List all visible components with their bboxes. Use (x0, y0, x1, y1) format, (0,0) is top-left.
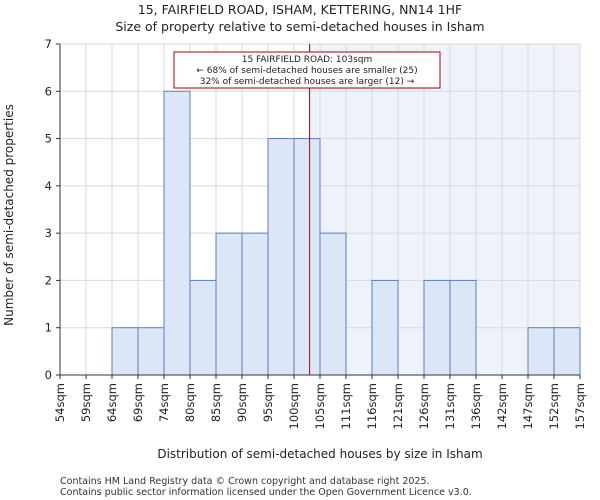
bars (111, 90, 581, 376)
x-tick-label: 116sqm (365, 383, 379, 429)
y-tick-label: 2 (45, 273, 52, 287)
bar-100sqm (293, 138, 321, 376)
x-tick-label: 80sqm (183, 383, 197, 422)
bar-131sqm (449, 279, 477, 376)
x-axis-label: Distribution of semi-detached houses by … (157, 447, 482, 461)
bar-74sqm (163, 90, 191, 376)
x-tick-label: 59sqm (79, 383, 93, 422)
x-tick-label: 95sqm (261, 383, 275, 422)
y-tick-label: 6 (45, 84, 52, 98)
y-tick-label: 1 (45, 321, 52, 335)
chart-title: 15, FAIRFIELD ROAD, ISHAM, KETTERING, NN… (138, 2, 462, 17)
x-tick-label: 90sqm (235, 383, 249, 422)
x-tick-label: 136sqm (469, 383, 483, 429)
x-tick-label: 74sqm (157, 383, 171, 422)
annotation-frame (173, 51, 441, 89)
x-tick-label: 111sqm (339, 383, 353, 429)
y-axis-label: Number of semi-detached properties (2, 104, 16, 326)
bar-116sqm (371, 279, 399, 376)
annotation-box: 15 FAIRFIELD ROAD: 103sqm ← 68% of semi-… (173, 51, 441, 89)
annotation-line-2: ← 68% of semi-detached houses are smalle… (196, 66, 417, 76)
bar-80sqm (189, 279, 217, 376)
y-tick-labels: 0 1 2 3 4 5 6 7 (45, 37, 60, 382)
x-tick-label: 105sqm (313, 383, 327, 429)
x-tick-label: 85sqm (209, 383, 223, 422)
x-tick-label: 142sqm (495, 383, 509, 429)
annotation-line-1: 15 FAIRFIELD ROAD: 103sqm (242, 55, 373, 65)
bar-95sqm (267, 138, 295, 376)
x-tick-label: 100sqm (287, 383, 301, 429)
bar-152sqm (553, 327, 581, 376)
y-tick-label: 3 (45, 226, 52, 240)
annotation-line-3: 32% of semi-detached houses are larger (… (200, 77, 415, 87)
x-tick-label: 121sqm (391, 383, 405, 429)
chart-subtitle: Size of property relative to semi-detach… (115, 19, 484, 34)
y-tick-label: 0 (45, 368, 52, 382)
x-tick-label: 131sqm (443, 383, 457, 429)
footer-line-2: Contains public sector information licen… (60, 487, 472, 498)
x-tick-label: 126sqm (417, 383, 431, 429)
x-tick-label: 152sqm (547, 383, 561, 429)
x-tick-label: 64sqm (105, 383, 119, 422)
x-tick-label: 69sqm (131, 383, 145, 422)
footer-line-1: Contains HM Land Registry data © Crown c… (60, 476, 430, 487)
x-tick-label: 157sqm (573, 383, 587, 429)
y-tick-label: 7 (45, 37, 52, 51)
bar-64sqm (111, 327, 139, 376)
x-tick-label: 54sqm (53, 383, 67, 422)
bar-69sqm (137, 327, 165, 376)
x-tick-labels: 54sqm 59sqm 64sqm 69sqm 74sqm 80sqm 85sqm 90sqm… (53, 375, 587, 429)
y-tick-label: 5 (45, 132, 52, 146)
bar-90sqm (241, 232, 269, 376)
bar-126sqm (423, 279, 451, 376)
y-tick-label: 4 (45, 179, 52, 193)
x-tick-label: 147sqm (521, 383, 535, 429)
bar-105sqm (319, 232, 347, 376)
bar-147sqm (527, 327, 555, 376)
bar-85sqm (215, 232, 243, 376)
